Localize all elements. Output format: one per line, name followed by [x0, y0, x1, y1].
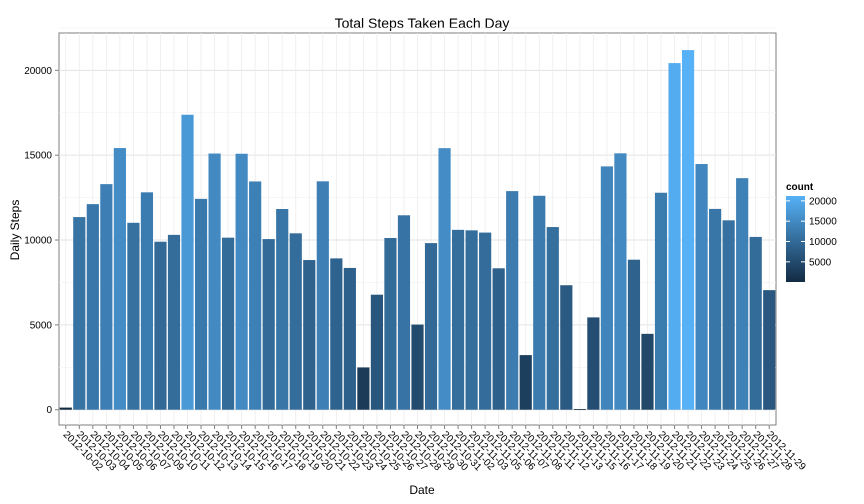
- bar: [438, 148, 451, 410]
- bar: [587, 317, 600, 410]
- bar: [316, 181, 329, 410]
- y-tick-label: 10000: [24, 236, 52, 247]
- bar: [465, 230, 478, 410]
- bar: [451, 229, 465, 410]
- y-axis-title: Daily Steps: [8, 200, 22, 261]
- y-tick-label: 20000: [24, 66, 52, 77]
- y-tick-label: 5000: [30, 320, 53, 331]
- bar: [384, 238, 397, 410]
- bar: [749, 236, 762, 410]
- bar: [695, 164, 708, 410]
- bar: [303, 260, 316, 410]
- bar: [533, 195, 546, 410]
- bar: [424, 243, 438, 410]
- y-tick-label: 15000: [24, 151, 52, 162]
- bar: [357, 367, 370, 410]
- chart-title: Total Steps Taken Each Day: [335, 15, 510, 31]
- bar: [479, 232, 492, 410]
- x-axis: 2012-10-022012-10-032012-10-042012-10-05…: [61, 425, 808, 474]
- bar: [330, 258, 343, 410]
- bar: [736, 178, 749, 410]
- bar: [654, 192, 668, 410]
- bar: [59, 407, 72, 410]
- bar: [262, 239, 275, 410]
- bar: [249, 181, 262, 410]
- bar: [668, 63, 681, 410]
- legend-tick-label: 15000: [809, 217, 837, 228]
- x-axis-title: Date: [409, 483, 435, 497]
- bars: [59, 50, 776, 410]
- bar: [208, 153, 221, 410]
- bar: [722, 220, 735, 410]
- y-axis: 0 5000 10000 15000 20000: [24, 66, 59, 416]
- legend: count 5000 10000 15000 20000: [786, 182, 837, 282]
- bar: [235, 153, 248, 410]
- bar: [127, 222, 140, 410]
- bar: [181, 114, 194, 410]
- bar: [167, 234, 181, 410]
- bar: [506, 191, 519, 410]
- bar: [681, 50, 695, 410]
- bar: [627, 259, 641, 410]
- plot-area: [58, 27, 777, 426]
- bar: [641, 333, 654, 410]
- bar: [100, 184, 113, 410]
- bar: [411, 324, 424, 410]
- bar: [519, 355, 532, 410]
- bar: [546, 227, 559, 410]
- bar: [222, 237, 235, 410]
- bar: [600, 166, 613, 410]
- bar: [492, 268, 505, 410]
- legend-colorbar: [786, 196, 805, 282]
- bar: [140, 192, 154, 410]
- bar: [709, 208, 722, 410]
- legend-ticks: 5000 10000 15000 20000: [786, 196, 837, 268]
- bar: [343, 267, 356, 410]
- legend-tick-label: 5000: [809, 257, 832, 268]
- legend-tick-label: 20000: [809, 196, 837, 207]
- bar: [397, 215, 411, 410]
- bar: [154, 241, 167, 410]
- bar: [614, 153, 627, 410]
- bar: [560, 285, 573, 410]
- bar: [86, 204, 99, 410]
- bar: [289, 233, 302, 410]
- legend-title: count: [786, 182, 814, 193]
- bar: [573, 409, 586, 410]
- y-tick-label: 0: [46, 405, 52, 416]
- legend-tick-label: 10000: [809, 237, 837, 248]
- bar: [763, 290, 776, 410]
- bar: [194, 198, 208, 410]
- bar: [370, 294, 384, 410]
- bar: [276, 208, 289, 410]
- bar: [73, 217, 86, 410]
- bar: [113, 148, 126, 410]
